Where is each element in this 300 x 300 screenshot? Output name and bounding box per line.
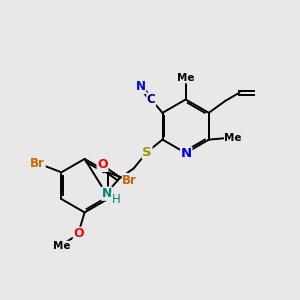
Text: Br: Br — [122, 173, 137, 187]
Text: N: N — [136, 80, 146, 94]
Text: H: H — [112, 193, 120, 206]
Text: N: N — [102, 187, 112, 200]
Text: S: S — [142, 146, 152, 159]
Text: C: C — [147, 93, 156, 106]
Text: N: N — [181, 147, 192, 160]
Text: Me: Me — [177, 73, 194, 83]
Text: O: O — [74, 227, 84, 240]
Text: Br: Br — [30, 157, 45, 170]
Text: O: O — [97, 158, 108, 171]
Text: Me: Me — [53, 241, 70, 251]
Text: Me: Me — [224, 133, 242, 143]
